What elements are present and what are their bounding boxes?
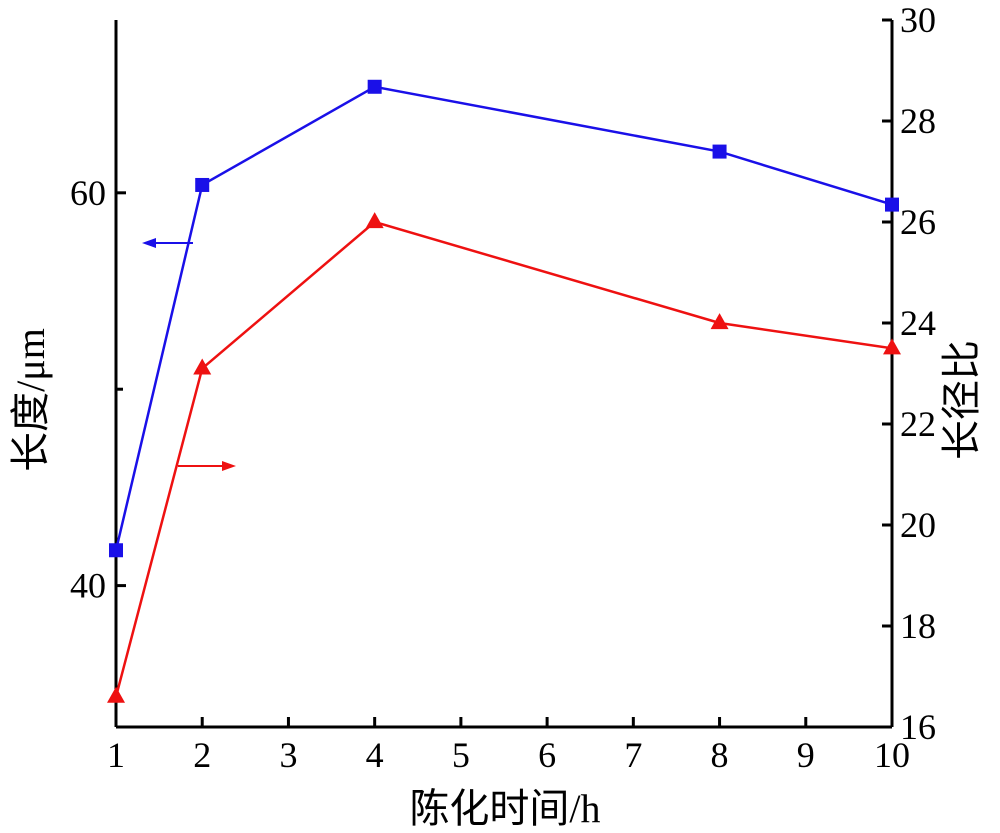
series-0-point-2 — [195, 177, 210, 192]
series-layer — [107, 79, 901, 703]
x-tick-label-1: 1 — [107, 735, 125, 775]
series-1-point-2 — [193, 358, 212, 375]
right-y-tick-label-20: 20 — [900, 505, 936, 545]
x-axis-title: 陈化时间/h — [409, 786, 600, 831]
x-tick-label-9: 9 — [797, 735, 815, 775]
series-1-point-10 — [883, 338, 901, 355]
right-y-tick-label-28: 28 — [900, 101, 936, 141]
series-0-line — [114, 85, 893, 551]
x-tick-label-2: 2 — [193, 735, 211, 775]
right-y-tick-label-18: 18 — [900, 606, 936, 646]
series-0-point-8 — [712, 144, 727, 159]
left-y-tick-label-40: 40 — [70, 566, 106, 606]
x-tick-label-6: 6 — [538, 735, 556, 775]
x-tick-label-8: 8 — [711, 735, 729, 775]
x-tick-label-10: 10 — [874, 735, 910, 775]
series-0-point-4 — [367, 79, 382, 94]
x-tick-label-7: 7 — [624, 735, 642, 775]
x-tick-label-3: 3 — [279, 735, 297, 775]
x-tick-label-5: 5 — [452, 735, 470, 775]
x-tick-label-4: 4 — [366, 735, 384, 775]
series-1-line — [114, 220, 893, 698]
series-0-point-10 — [885, 197, 899, 212]
right-y-tick-label-30: 30 — [900, 0, 936, 40]
ticks: 1 2 3 4 5 6 7 8 9 10 40 60 16 18 20 22 24 26 28 30 — [70, 0, 936, 775]
annotations — [142, 238, 236, 471]
series-1-point-4 — [365, 212, 384, 229]
axes — [114, 20, 894, 729]
left-y-tick-label-60: 60 — [70, 173, 106, 213]
right-y-tick-label-26: 26 — [900, 202, 936, 242]
right-axis-arrow-head — [222, 461, 236, 471]
right-y-tick-label-22: 22 — [900, 404, 936, 444]
left-y-axis-title: 长度/μm — [8, 328, 53, 472]
series-1-point-8 — [710, 313, 729, 330]
right-y-tick-label-24: 24 — [900, 303, 936, 343]
series-1-point-1 — [107, 686, 125, 703]
right-y-tick-label-16: 16 — [900, 707, 936, 747]
right-y-axis-title: 长径比 — [939, 340, 984, 460]
left-axis-arrow-head — [142, 238, 156, 248]
series-0-point-1 — [109, 543, 123, 558]
